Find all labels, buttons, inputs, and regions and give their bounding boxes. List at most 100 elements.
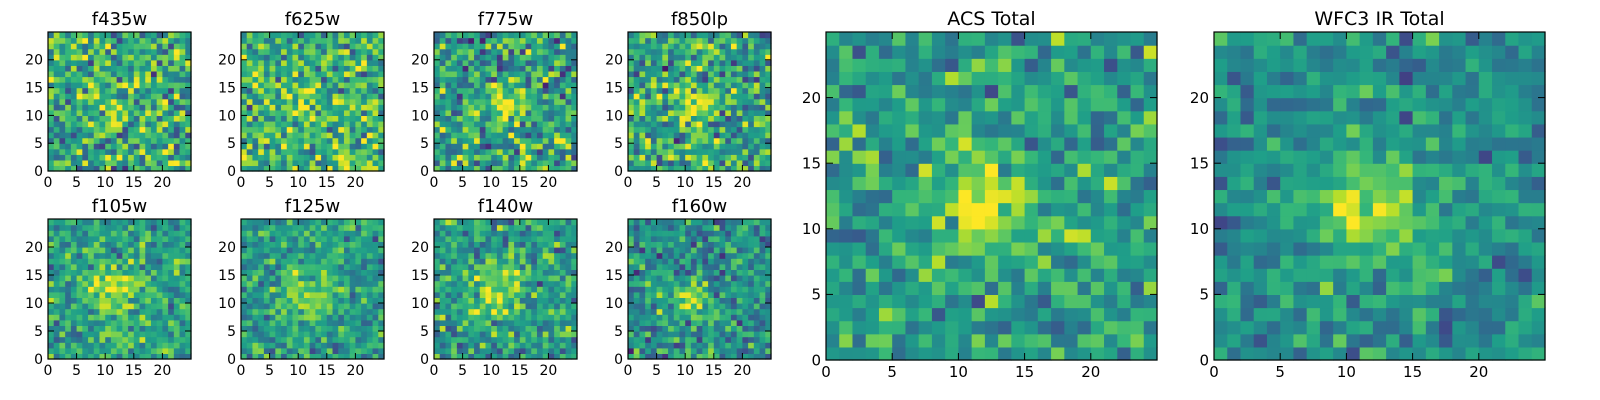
heatmap-cell	[679, 132, 686, 139]
heatmap-cell	[531, 98, 538, 105]
heatmap-cell	[439, 353, 447, 360]
heatmap-cell	[485, 43, 492, 50]
heatmap-cell	[468, 286, 475, 293]
heatmap-cell	[303, 230, 311, 237]
heatmap-cell	[878, 163, 893, 177]
heatmap-cell	[275, 286, 282, 293]
heatmap-cell	[105, 241, 112, 248]
heatmap-cell	[531, 87, 538, 94]
heatmap-cell	[48, 325, 55, 332]
heatmap-cell	[263, 115, 271, 122]
heatmap-cell	[1051, 189, 1065, 204]
heatmap-cell	[150, 65, 158, 72]
heatmap-cell	[281, 148, 288, 155]
heatmap-cell	[252, 37, 259, 44]
heatmap-cell	[554, 297, 561, 304]
heatmap-cell	[139, 258, 146, 265]
heatmap-cell	[343, 43, 351, 50]
heatmap-cell	[1011, 307, 1026, 322]
heatmap-cell	[571, 76, 578, 83]
heatmap-cell	[984, 281, 999, 295]
heatmap-cell	[343, 241, 351, 248]
heatmap-cell	[366, 286, 374, 293]
heatmap-cell	[263, 342, 271, 349]
heatmap-cell	[765, 165, 772, 172]
heatmap-cell	[76, 230, 83, 237]
heatmap-cell	[656, 76, 663, 83]
heatmap-cell	[542, 104, 549, 111]
y-tick-label: 5	[34, 324, 43, 340]
heatmap-cell	[321, 59, 328, 66]
heatmap-cell	[708, 59, 715, 66]
heatmap-cell	[343, 252, 351, 259]
heatmap-cell	[565, 342, 572, 349]
heatmap-cell	[349, 120, 356, 128]
heatmap-cell	[496, 87, 504, 94]
heatmap-cell	[321, 308, 328, 315]
heatmap-cell	[82, 137, 89, 144]
heatmap-cell	[99, 76, 106, 83]
heatmap-cell	[554, 319, 561, 326]
heatmap-cell	[1143, 228, 1158, 243]
heatmap-cell	[150, 235, 158, 242]
heatmap-cell	[321, 252, 328, 259]
heatmap-cell	[99, 59, 106, 66]
heatmap-cell	[269, 263, 276, 270]
heatmap-cell	[241, 308, 248, 315]
heatmap-cell	[905, 228, 920, 243]
heatmap-cell	[93, 297, 101, 304]
heatmap-cell	[366, 269, 374, 276]
heatmap-cell	[542, 115, 549, 122]
heatmap-cell	[321, 154, 328, 161]
heatmap-cell	[128, 224, 135, 231]
heatmap-cell	[292, 126, 299, 133]
heatmap-cell	[719, 54, 726, 61]
heatmap-cell	[241, 37, 248, 44]
heatmap-cell	[571, 48, 578, 55]
heatmap-cell	[99, 241, 106, 248]
heatmap-cell	[931, 32, 946, 46]
heatmap-cell	[156, 76, 163, 83]
heatmap-cell	[258, 65, 265, 72]
heatmap-cell	[542, 342, 549, 349]
heatmap-cell	[378, 241, 385, 248]
heatmap-cell	[984, 320, 999, 335]
heatmap-cell	[496, 286, 504, 293]
heatmap-cell	[332, 336, 339, 343]
heatmap-cell	[321, 291, 328, 298]
heatmap-cell	[366, 224, 374, 231]
heatmap-cell	[1077, 255, 1092, 269]
heatmap-cell	[366, 230, 374, 237]
heatmap-cell	[633, 159, 641, 167]
heatmap-cell	[332, 319, 339, 326]
heatmap-cell	[839, 346, 854, 361]
heatmap-cell	[491, 126, 498, 133]
heatmap-cell	[759, 93, 766, 100]
heatmap-cell	[145, 48, 152, 55]
heatmap-cell	[474, 115, 481, 122]
heatmap-cell	[349, 54, 356, 61]
heatmap-cell	[258, 353, 265, 360]
heatmap-cell	[281, 247, 288, 254]
heatmap-cell	[286, 224, 294, 231]
heatmap-cell	[372, 280, 379, 287]
heatmap-cell	[116, 280, 123, 287]
heatmap-cell	[105, 297, 112, 304]
heatmap-cell	[122, 241, 129, 248]
heatmap-cell	[865, 215, 880, 230]
heatmap-cell	[496, 70, 504, 78]
heatmap-cell	[326, 241, 334, 248]
heatmap-cell	[76, 37, 83, 44]
heatmap-cell	[59, 347, 66, 354]
heatmap-cell	[315, 342, 322, 349]
heatmap-cell	[332, 165, 339, 172]
heatmap-cell	[246, 224, 254, 231]
heatmap-cell	[168, 82, 175, 89]
heatmap-cell	[53, 303, 61, 310]
heatmap-cell	[65, 37, 72, 44]
heatmap-cell	[281, 115, 288, 122]
heatmap-cell	[105, 65, 112, 72]
heatmap-cell	[82, 120, 89, 128]
heatmap-cell	[639, 48, 646, 55]
heatmap-cell	[93, 303, 101, 310]
